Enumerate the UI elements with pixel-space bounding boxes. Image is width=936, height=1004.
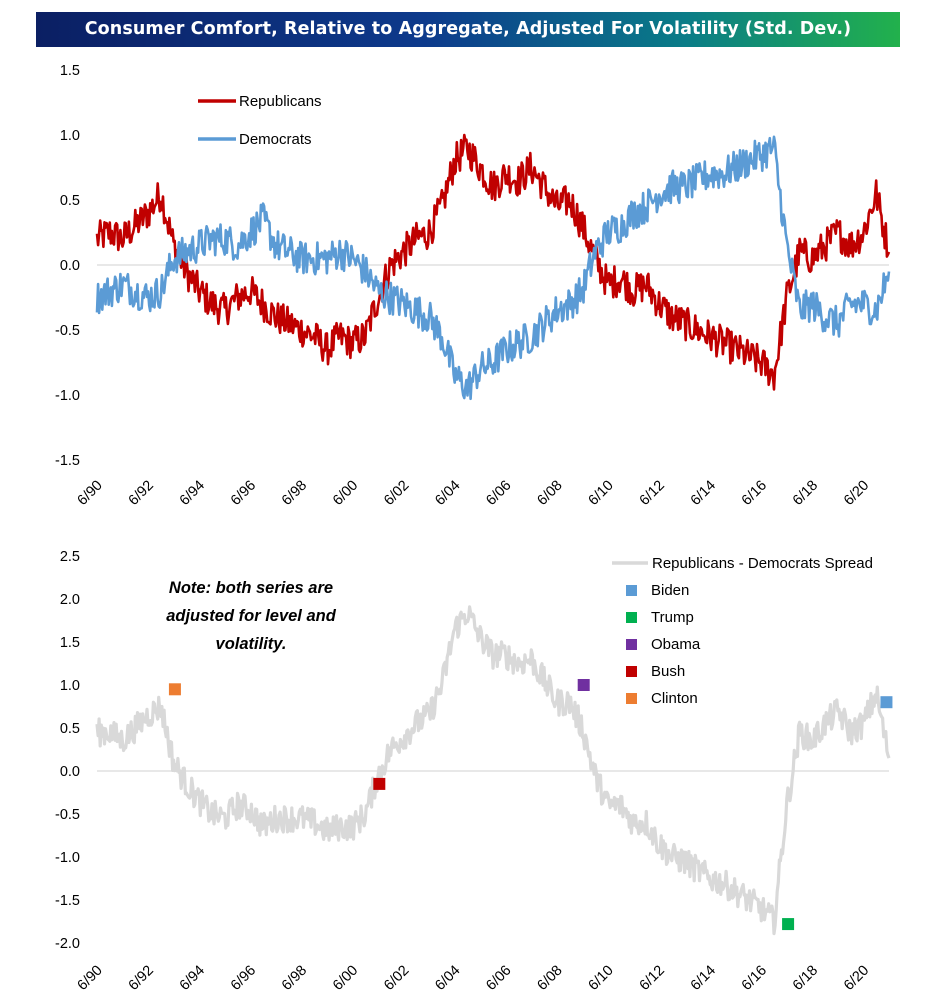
top-x-tick-label: 6/18 xyxy=(790,478,821,509)
top-chart: 1.51.00.50.0-0.5-1.0-1.5 6/90 6/92 6/94 6/9… xyxy=(55,63,891,509)
top-x-tick-label: 6/00 xyxy=(330,478,361,509)
top-y-tick-label: 0.0 xyxy=(60,258,80,274)
bot-y-tick-label: 1.0 xyxy=(60,678,80,694)
bot-x-tick-label: 6/06 xyxy=(483,963,514,994)
marker-biden xyxy=(880,696,893,709)
bot-x-tick-label: 6/18 xyxy=(790,963,821,994)
bot-y-tick-label: 2.0 xyxy=(60,592,80,608)
top-x-tick-label: 6/08 xyxy=(534,478,565,509)
bot-x-tick-label: 6/98 xyxy=(279,963,310,994)
top-legend-label: Republicans xyxy=(239,93,322,110)
top-x-tick-label: 6/96 xyxy=(228,478,259,509)
top-series-line-1 xyxy=(95,135,891,401)
bot-x-tick-label: 6/00 xyxy=(330,963,361,994)
bot-y-tick-label: 2.5 xyxy=(60,549,80,565)
bottom-y-axis: 2.5 2.0 1.5 1.0 0.5 0.0 -0.5 -1.0 -1.5 -2.0 xyxy=(55,549,80,952)
top-legend-label: Democrats xyxy=(239,131,312,148)
bot-x-tick-label: 6/14 xyxy=(688,963,719,994)
note-line: adjusted for level and xyxy=(166,607,337,625)
bot-y-tick-label: 1.5 xyxy=(60,635,80,651)
bottom-legend-label: Clinton xyxy=(651,690,698,707)
marker-trump xyxy=(782,918,795,931)
bottom-legend-label: Biden xyxy=(651,582,689,599)
top-x-tick-label: 6/06 xyxy=(483,478,514,509)
marker-bush xyxy=(373,777,386,790)
chart-title: Consumer Comfort, Relative to Aggregate,… xyxy=(36,12,900,47)
top-x-tick-label: 6/94 xyxy=(177,478,208,509)
bot-x-tick-label: 6/08 xyxy=(534,963,565,994)
bottom-legend-swatch xyxy=(626,666,637,677)
bot-x-tick-label: 6/20 xyxy=(841,963,872,994)
bottom-legend-swatch xyxy=(626,639,637,650)
top-x-tick-label: 6/12 xyxy=(637,478,668,509)
top-y-axis: 1.5 1.0 0.5 0.0 -0.5 -1.0 -1.5 xyxy=(55,63,80,469)
bot-y-tick-label: -2.0 xyxy=(55,936,80,952)
bot-y-tick-label: 0.0 xyxy=(60,764,80,780)
bot-x-tick-label: 6/90 xyxy=(75,963,106,994)
bottom-legend: Republicans - Democrats Spread Biden Trump… xyxy=(612,555,873,707)
bottom-legend-swatch xyxy=(626,693,637,704)
top-x-tick-label: 6/16 xyxy=(739,478,770,509)
bottom-legend-swatch xyxy=(626,585,637,596)
bottom-legend-label: Trump xyxy=(651,609,694,626)
bottom-series-group xyxy=(95,605,891,936)
bottom-legend-label: Obama xyxy=(651,636,701,653)
bot-y-tick-label: 0.5 xyxy=(60,721,80,737)
top-x-tick-label: 6/02 xyxy=(381,478,412,509)
bot-x-tick-label: 6/94 xyxy=(177,963,208,994)
bottom-legend-label: Bush xyxy=(651,663,685,680)
top-legend: Republicans Democrats xyxy=(198,93,322,148)
marker-clinton xyxy=(168,683,181,696)
top-y-tick-label: -0.5 xyxy=(55,323,80,339)
bottom-legend-label: Republicans - Democrats Spread xyxy=(652,555,873,572)
bottom-x-axis: 6/90 6/92 6/94 6/96 6/98 6/00 6/02 6/04 6/06 6/08… xyxy=(75,963,873,994)
top-x-tick-label: 6/98 xyxy=(279,478,310,509)
bot-x-tick-label: 6/12 xyxy=(637,963,668,994)
top-series-group xyxy=(95,133,891,401)
top-x-tick-label: 6/90 xyxy=(75,478,106,509)
note-annotation: Note: both series are adjusted for level … xyxy=(166,579,337,653)
bot-x-tick-label: 6/92 xyxy=(126,963,157,994)
top-y-tick-label: 0.5 xyxy=(60,193,80,209)
bot-x-tick-label: 6/10 xyxy=(586,963,617,994)
bot-x-tick-label: 6/02 xyxy=(381,963,412,994)
top-y-tick-label: 1.0 xyxy=(60,128,80,144)
bottom-chart: 2.52.01.51.00.50.0-0.5-1.0-1.5-2.0 6/90 6… xyxy=(55,549,893,994)
bot-y-tick-label: -1.5 xyxy=(55,893,80,909)
top-x-tick-label: 6/04 xyxy=(432,478,463,509)
top-x-tick-label: 6/10 xyxy=(586,478,617,509)
top-x-tick-label: 6/14 xyxy=(688,478,719,509)
bot-x-tick-label: 6/16 xyxy=(739,963,770,994)
bot-y-tick-label: -0.5 xyxy=(55,807,80,823)
bot-series-line-0 xyxy=(95,605,891,936)
top-x-tick-label: 6/20 xyxy=(841,478,872,509)
note-line: volatility. xyxy=(216,635,287,653)
bot-x-tick-label: 6/04 xyxy=(432,963,463,994)
bottom-markers xyxy=(168,679,893,931)
top-x-axis: 6/90 6/92 6/94 6/96 6/98 6/00 6/02 6/04 6/06 6/08… xyxy=(75,478,873,509)
top-y-tick-label: -1.0 xyxy=(55,388,80,404)
marker-obama xyxy=(577,679,590,691)
top-y-tick-label: -1.5 xyxy=(55,453,80,469)
top-y-tick-label: 1.5 xyxy=(60,63,80,79)
note-line: Note: both series are xyxy=(169,579,333,597)
top-x-tick-label: 6/92 xyxy=(126,478,157,509)
bottom-legend-swatch xyxy=(626,612,637,623)
top-series-line-0 xyxy=(95,133,891,391)
bot-y-tick-label: -1.0 xyxy=(55,850,80,866)
bot-x-tick-label: 6/96 xyxy=(228,963,259,994)
